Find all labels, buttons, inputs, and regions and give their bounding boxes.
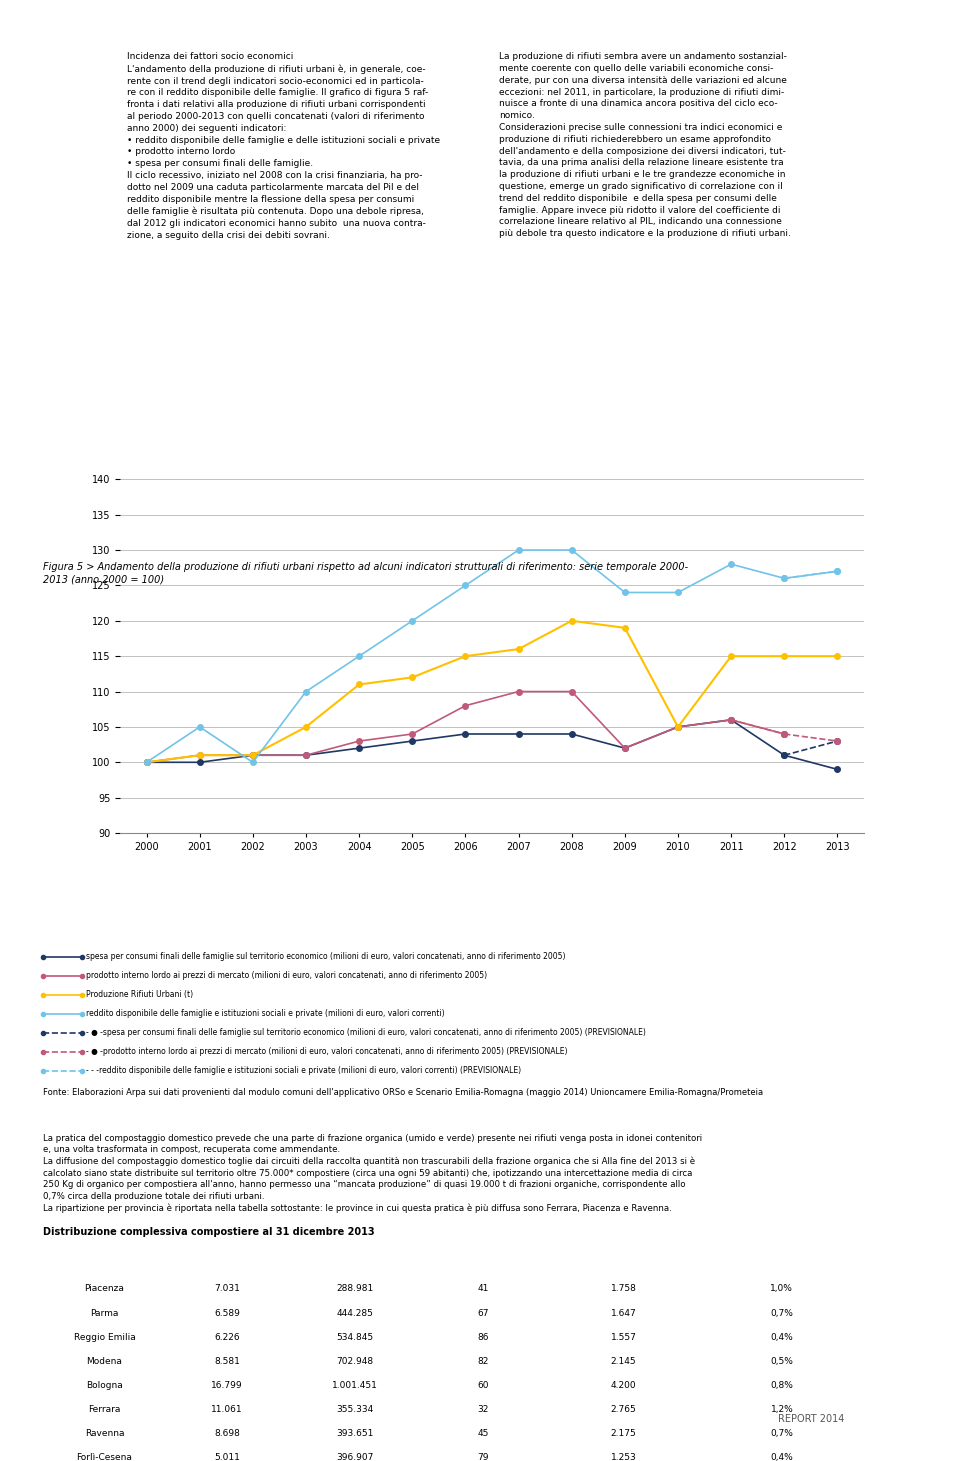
Text: Ferrara: Ferrara (88, 1405, 121, 1414)
Text: - ● -spesa per consumi finali delle famiglie sul territorio economico (milioni d: - ● -spesa per consumi finali delle fami… (86, 1029, 646, 1037)
Text: 1.001.451: 1.001.451 (332, 1381, 378, 1389)
Text: 1,2%: 1,2% (771, 1405, 793, 1414)
Text: 15: 15 (907, 1410, 926, 1424)
Text: 6.589: 6.589 (214, 1309, 240, 1318)
Text: Fonte: Elaborazioni Arpa sui dati provenienti dal modulo comuni dell'applicativo: Fonte: Elaborazioni Arpa sui dati proven… (43, 1088, 763, 1097)
Text: IL COMPOSTAGGIO DOMESTICO: IL COMPOSTAGGIO DOMESTICO (345, 1106, 563, 1118)
Text: Parma: Parma (90, 1309, 119, 1318)
Text: 2.765: 2.765 (611, 1405, 636, 1414)
Text: RIFIUTI  URBANI: RIFIUTI URBANI (910, 308, 924, 422)
Text: 67: 67 (477, 1309, 489, 1318)
Text: 11.061: 11.061 (211, 1405, 243, 1414)
Text: La pratica del compostaggio domestico prevede che una parte di frazione organica: La pratica del compostaggio domestico pr… (43, 1134, 703, 1213)
Text: Produzione Rifiuti Urbani (t): Produzione Rifiuti Urbani (t) (86, 991, 194, 999)
Text: 41: 41 (477, 1284, 489, 1293)
Text: 396.907: 396.907 (336, 1454, 373, 1461)
Text: 1.557: 1.557 (611, 1332, 636, 1341)
Text: La produzione di rifiuti sembra avere un andamento sostanzial-
mente coerente co: La produzione di rifiuti sembra avere un… (499, 53, 791, 238)
Text: 1.253: 1.253 (611, 1454, 636, 1461)
Text: 288.981: 288.981 (336, 1284, 373, 1293)
Text: Rifiuti organico
autogestito (t) -
dato stimato**: Rifiuti organico autogestito (t) - dato … (585, 1245, 662, 1274)
Text: 0,7%: 0,7% (771, 1309, 793, 1318)
Text: Reggio Emilia: Reggio Emilia (74, 1332, 135, 1341)
Text: Distribuzione complessiva compostiere al 31 dicembre 2013: Distribuzione complessiva compostiere al… (43, 1227, 374, 1237)
Text: 16.799: 16.799 (211, 1381, 243, 1389)
Text: 82: 82 (477, 1357, 489, 1366)
Text: 0,5%: 0,5% (771, 1357, 793, 1366)
Text: 355.334: 355.334 (336, 1405, 373, 1414)
Text: REPORT 2014: REPORT 2014 (779, 1414, 845, 1424)
Text: 1 composter
ogni “x” abitante: 1 composter ogni “x” abitante (440, 1249, 525, 1270)
Text: Incidenza dei fattori socio economici
L'andamento della produzione di rifiuti ur: Incidenza dei fattori socio economici L'… (128, 53, 441, 240)
Text: 0,8%: 0,8% (771, 1381, 793, 1389)
Text: Ravenna: Ravenna (84, 1429, 124, 1438)
Text: 0,7%: 0,7% (771, 1429, 793, 1438)
Text: Forlì-Cesena: Forlì-Cesena (77, 1454, 132, 1461)
Text: 2.145: 2.145 (611, 1357, 636, 1366)
Text: 32: 32 (477, 1405, 489, 1414)
Text: 60: 60 (477, 1381, 489, 1389)
Text: Modena: Modena (86, 1357, 123, 1366)
Text: 534.845: 534.845 (336, 1332, 373, 1341)
Text: Percentuale
sul totale dei rifiuti
urbani prodotti: Percentuale sul totale dei rifiuti urban… (734, 1245, 829, 1274)
Text: 7.031: 7.031 (214, 1284, 240, 1293)
Text: 0,4%: 0,4% (771, 1332, 793, 1341)
Text: 2.175: 2.175 (611, 1429, 636, 1438)
Text: 393.651: 393.651 (336, 1429, 373, 1438)
Text: Provincia: Provincia (82, 1255, 127, 1264)
Text: Composter
distribuiti: Composter distribuiti (201, 1249, 253, 1270)
Text: - ● -prodotto interno lordo ai prezzi di mercato (milioni di euro, valori concat: - ● -prodotto interno lordo ai prezzi di… (86, 1048, 568, 1056)
Text: 79: 79 (477, 1454, 489, 1461)
Text: Figura 5 > Andamento della produzione di rifiuti urbani rispetto ad alcuni indic: Figura 5 > Andamento della produzione di… (43, 562, 688, 584)
Text: 444.285: 444.285 (337, 1309, 373, 1318)
Text: Abitanti: Abitanti (335, 1255, 374, 1264)
Text: Piacenza: Piacenza (84, 1284, 125, 1293)
Text: 4.200: 4.200 (611, 1381, 636, 1389)
Text: 6.226: 6.226 (214, 1332, 240, 1341)
Text: 702.948: 702.948 (336, 1357, 373, 1366)
Text: Bologna: Bologna (86, 1381, 123, 1389)
Text: 8.698: 8.698 (214, 1429, 240, 1438)
Text: 5.011: 5.011 (214, 1454, 240, 1461)
Text: 0,4%: 0,4% (771, 1454, 793, 1461)
Text: 1.647: 1.647 (611, 1309, 636, 1318)
Text: 1.758: 1.758 (611, 1284, 636, 1293)
Text: 45: 45 (477, 1429, 489, 1438)
Text: reddito disponibile delle famiglie e istituzioni sociali e private (milioni di e: reddito disponibile delle famiglie e ist… (86, 1010, 445, 1018)
Text: 8.581: 8.581 (214, 1357, 240, 1366)
Text: 86: 86 (477, 1332, 489, 1341)
Text: prodotto interno lordo ai prezzi di mercato (milioni di euro, valori concatenati: prodotto interno lordo ai prezzi di merc… (86, 972, 488, 980)
Text: 1,0%: 1,0% (771, 1284, 793, 1293)
Text: - - -reddito disponibile delle famiglie e istituzioni sociali e private (milioni: - - -reddito disponibile delle famiglie … (86, 1067, 521, 1075)
Text: spesa per consumi finali delle famiglie sul territorio economico (milioni di eur: spesa per consumi finali delle famiglie … (86, 953, 565, 961)
